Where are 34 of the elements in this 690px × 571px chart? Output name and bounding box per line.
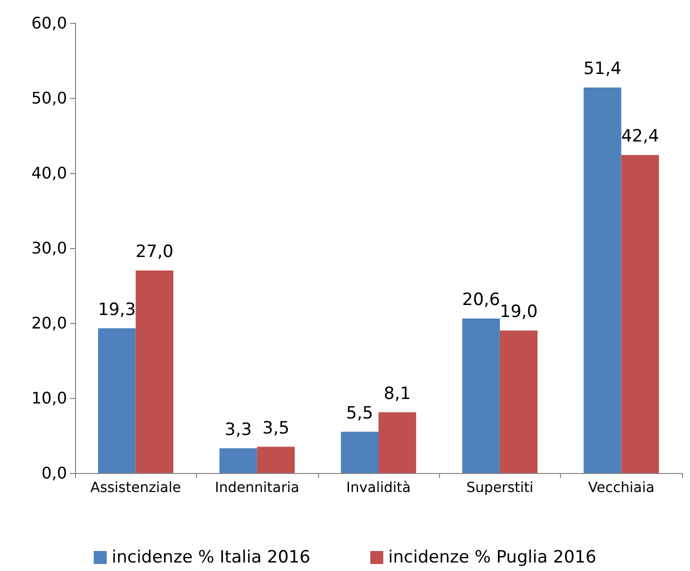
y-tick-label: 10,0 [31,388,67,408]
legend-label: incidenze % Puglia 2016 [388,548,596,568]
bar [136,270,174,473]
data-label: 5,5 [346,403,374,424]
bar [340,432,378,473]
data-label: 3,3 [224,420,252,440]
y-tick-label: 20,0 [31,314,67,332]
bar [257,446,295,473]
bar [98,328,136,473]
data-label: 42,4 [621,126,660,146]
x-tick-label: Vecchiaia [588,480,654,496]
x-tick-label: Assistenziale [90,480,182,496]
legend-label: incidenze % Italia 2016 [112,548,310,568]
y-tick-label: 0,0 [42,464,67,482]
x-tick-label: Indennitaria [214,480,300,496]
data-label: 19,0 [500,302,538,322]
data-label: 27,0 [136,242,174,262]
bar [219,448,258,473]
data-label: 51,4 [584,59,622,79]
y-tick-label: 50,0 [31,88,67,108]
data-label: 20,6 [462,290,500,310]
y-tick-label: 30,0 [31,238,67,258]
x-tick-label: Invalidità [346,480,411,496]
bar [378,412,416,473]
bar [621,155,659,473]
data-label: 8,1 [384,384,411,404]
x-tick-label: Superstiti [466,480,534,496]
bar [500,330,538,473]
y-tick-label: 40,0 [31,164,67,182]
y-tick-label: 60,0 [31,14,67,32]
bar [584,88,622,473]
data-label: 3,5 [262,418,290,438]
data-label: 19,3 [98,300,136,320]
bar [462,318,500,473]
